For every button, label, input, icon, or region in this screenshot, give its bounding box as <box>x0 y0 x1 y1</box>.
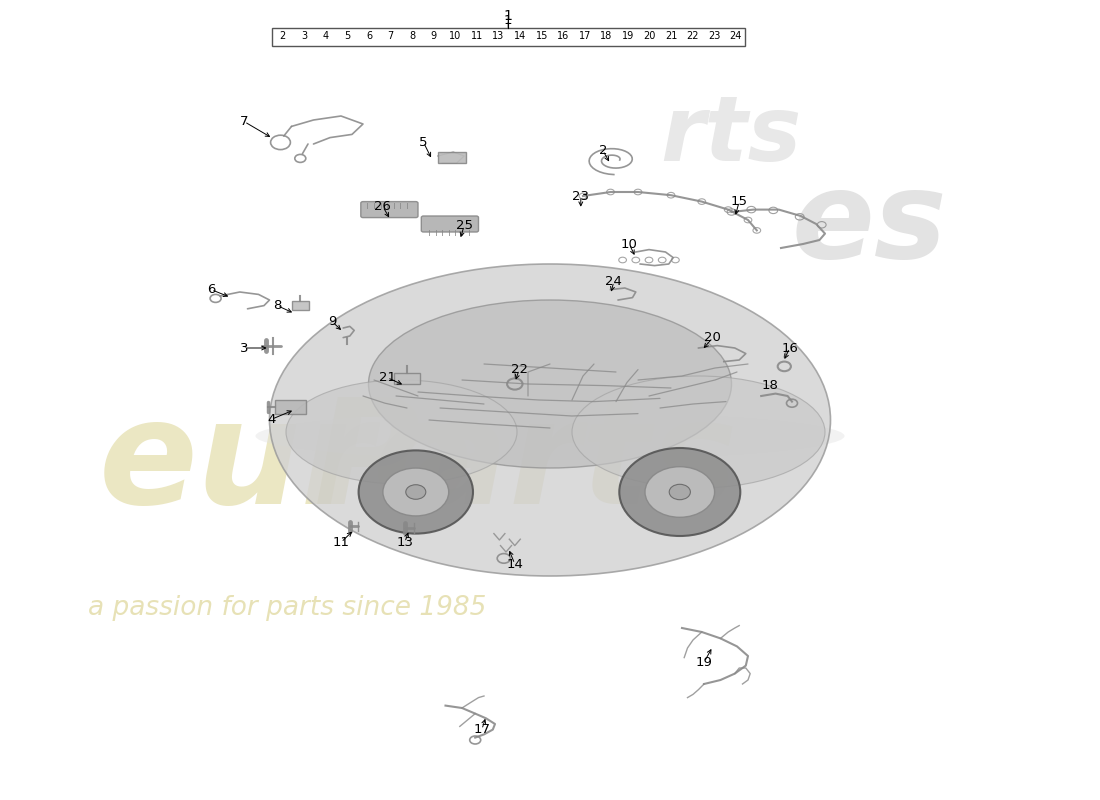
Text: 15: 15 <box>730 195 748 208</box>
Text: 17: 17 <box>473 723 491 736</box>
Text: 14: 14 <box>506 558 524 570</box>
Text: 24: 24 <box>729 31 743 41</box>
Ellipse shape <box>383 468 449 516</box>
Text: 19: 19 <box>621 31 634 41</box>
Text: 16: 16 <box>781 342 799 354</box>
Ellipse shape <box>619 448 740 536</box>
Ellipse shape <box>286 380 517 484</box>
Text: 14: 14 <box>514 31 526 41</box>
Text: 13: 13 <box>493 31 505 41</box>
Text: 6: 6 <box>207 283 216 296</box>
Text: 20: 20 <box>704 331 722 344</box>
Text: 18: 18 <box>601 31 613 41</box>
Text: 15: 15 <box>536 31 548 41</box>
Text: 9: 9 <box>328 315 337 328</box>
Text: 4: 4 <box>322 31 329 41</box>
Text: 11: 11 <box>332 536 350 549</box>
Text: 8: 8 <box>409 31 415 41</box>
Text: es: es <box>792 166 947 282</box>
Text: 13: 13 <box>396 536 414 549</box>
FancyBboxPatch shape <box>421 216 478 232</box>
Text: 16: 16 <box>557 31 570 41</box>
Text: Parts: Parts <box>314 394 738 534</box>
Text: 19: 19 <box>695 656 713 669</box>
Text: 23: 23 <box>572 190 590 202</box>
Text: 11: 11 <box>471 31 483 41</box>
Text: 8: 8 <box>273 299 282 312</box>
Bar <box>394 373 420 384</box>
Ellipse shape <box>255 412 845 460</box>
Text: 1: 1 <box>504 14 513 26</box>
FancyBboxPatch shape <box>361 202 418 218</box>
Text: 22: 22 <box>510 363 528 376</box>
Text: rts: rts <box>660 92 802 180</box>
Text: 3: 3 <box>301 31 307 41</box>
Text: 4: 4 <box>267 413 276 426</box>
Text: 20: 20 <box>644 31 656 41</box>
Text: 9: 9 <box>431 31 437 41</box>
Ellipse shape <box>572 376 825 488</box>
Text: 7: 7 <box>387 31 394 41</box>
Text: a passion for parts since 1985: a passion for parts since 1985 <box>88 595 486 621</box>
Text: 5: 5 <box>344 31 351 41</box>
Ellipse shape <box>359 450 473 534</box>
Ellipse shape <box>368 300 732 468</box>
Text: 3: 3 <box>240 342 249 354</box>
Text: 25: 25 <box>455 219 473 232</box>
Bar <box>438 152 466 163</box>
Text: 24: 24 <box>605 275 623 288</box>
Text: 5: 5 <box>419 136 428 149</box>
Ellipse shape <box>669 484 691 500</box>
Text: euro: euro <box>99 394 474 534</box>
Text: 2: 2 <box>598 144 607 157</box>
Bar <box>272 28 745 46</box>
Text: 18: 18 <box>761 379 779 392</box>
Text: 23: 23 <box>708 31 720 41</box>
Text: 1: 1 <box>504 9 513 23</box>
Text: 21: 21 <box>378 371 396 384</box>
Text: 26: 26 <box>374 200 392 213</box>
Text: 7: 7 <box>240 115 249 128</box>
Bar <box>275 400 306 414</box>
Ellipse shape <box>645 466 715 518</box>
Ellipse shape <box>406 485 426 499</box>
Text: 6: 6 <box>366 31 372 41</box>
Text: 2: 2 <box>279 31 286 41</box>
Text: 22: 22 <box>686 31 698 41</box>
Text: 10: 10 <box>449 31 462 41</box>
Ellipse shape <box>270 264 830 576</box>
Text: 21: 21 <box>666 31 678 41</box>
Bar <box>292 301 309 310</box>
Text: 10: 10 <box>620 238 638 250</box>
Text: 17: 17 <box>579 31 591 41</box>
